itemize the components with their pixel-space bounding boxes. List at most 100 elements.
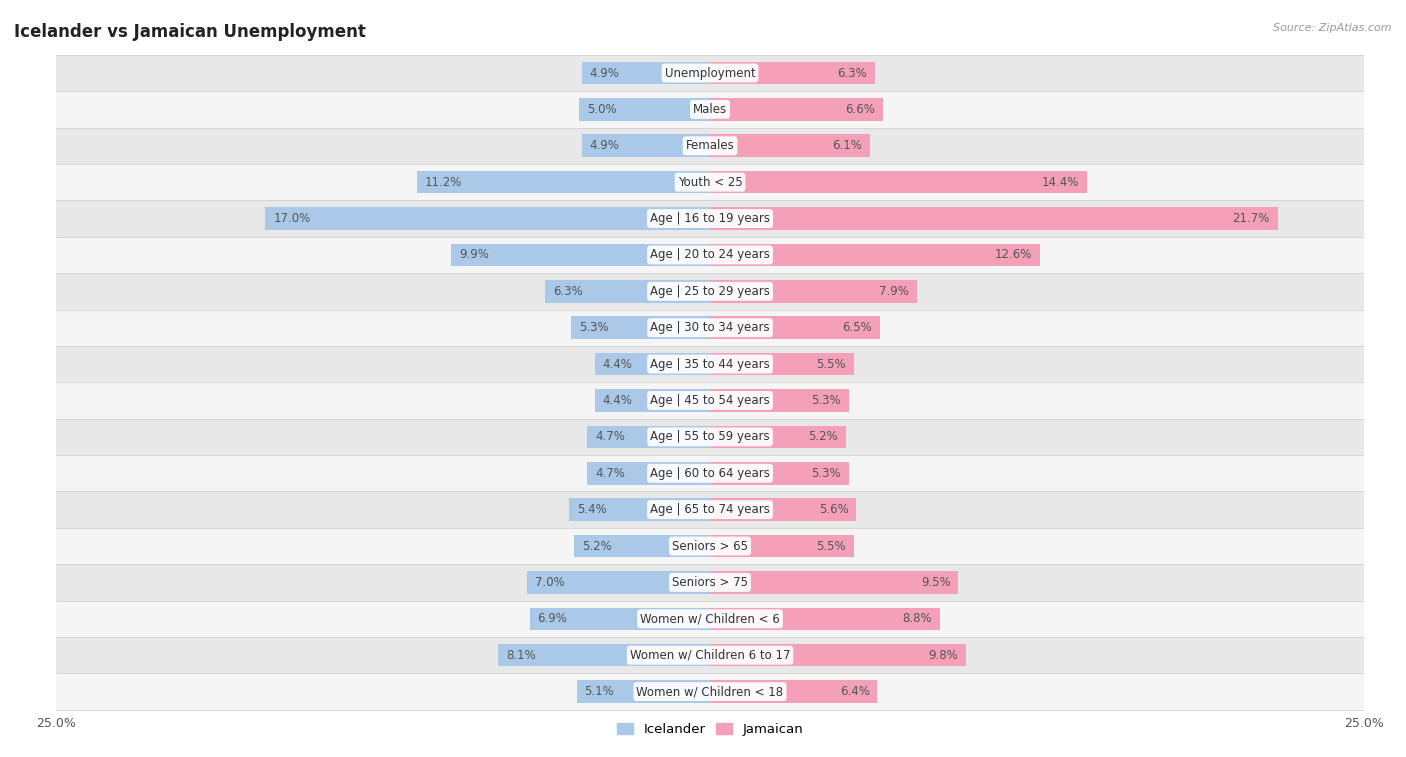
Bar (56, 128, 1364, 164)
Bar (56, 346, 1364, 382)
Bar (582, 62, 710, 84)
Bar (710, 389, 849, 412)
Bar (710, 534, 853, 557)
Bar (56, 310, 1364, 346)
Bar (56, 455, 1364, 491)
Bar (266, 207, 710, 230)
Text: 6.4%: 6.4% (839, 685, 869, 698)
Text: Age | 45 to 54 years: Age | 45 to 54 years (650, 394, 770, 407)
Bar (710, 62, 875, 84)
Text: Age | 65 to 74 years: Age | 65 to 74 years (650, 503, 770, 516)
Bar (710, 316, 880, 339)
Text: 4.4%: 4.4% (603, 357, 633, 371)
Bar (710, 171, 1087, 194)
Bar (546, 280, 710, 303)
Text: 8.1%: 8.1% (506, 649, 536, 662)
Bar (710, 681, 877, 702)
Bar (56, 164, 1364, 201)
Text: 5.6%: 5.6% (818, 503, 849, 516)
Text: 6.9%: 6.9% (537, 612, 567, 625)
Bar (595, 389, 710, 412)
Text: 5.0%: 5.0% (588, 103, 617, 116)
Text: Icelander vs Jamaican Unemployment: Icelander vs Jamaican Unemployment (14, 23, 366, 41)
Bar (418, 171, 710, 194)
Bar (710, 280, 917, 303)
Bar (710, 644, 966, 666)
Text: Women w/ Children < 18: Women w/ Children < 18 (637, 685, 783, 698)
Text: Age | 25 to 29 years: Age | 25 to 29 years (650, 285, 770, 298)
Bar (710, 571, 959, 593)
Bar (710, 98, 883, 120)
Bar (56, 528, 1364, 564)
Bar (588, 425, 710, 448)
Text: Age | 16 to 19 years: Age | 16 to 19 years (650, 212, 770, 225)
Bar (710, 498, 856, 521)
Bar (56, 419, 1364, 455)
Text: 5.3%: 5.3% (811, 394, 841, 407)
Text: 9.5%: 9.5% (921, 576, 950, 589)
Text: 4.9%: 4.9% (589, 139, 620, 152)
Text: 4.7%: 4.7% (595, 467, 624, 480)
Text: Seniors > 65: Seniors > 65 (672, 540, 748, 553)
Text: Age | 55 to 59 years: Age | 55 to 59 years (650, 431, 770, 444)
Text: 9.8%: 9.8% (929, 649, 959, 662)
Text: 21.7%: 21.7% (1232, 212, 1270, 225)
Legend: Icelander, Jamaican: Icelander, Jamaican (612, 718, 808, 741)
Bar (56, 491, 1364, 528)
Text: Age | 30 to 34 years: Age | 30 to 34 years (650, 321, 770, 334)
Text: 5.2%: 5.2% (808, 431, 838, 444)
Bar (56, 674, 1364, 710)
Text: 12.6%: 12.6% (994, 248, 1032, 261)
Bar (56, 55, 1364, 91)
Text: 11.2%: 11.2% (425, 176, 463, 188)
Bar (579, 98, 710, 120)
Bar (595, 353, 710, 375)
Text: 4.9%: 4.9% (589, 67, 620, 79)
Bar (710, 244, 1039, 266)
Bar (576, 681, 710, 702)
Text: 6.5%: 6.5% (842, 321, 872, 334)
Bar (571, 316, 710, 339)
Text: Source: ZipAtlas.com: Source: ZipAtlas.com (1274, 23, 1392, 33)
Text: 7.0%: 7.0% (534, 576, 565, 589)
Bar (710, 207, 1278, 230)
Text: 5.2%: 5.2% (582, 540, 612, 553)
Text: Females: Females (686, 139, 734, 152)
Bar (56, 91, 1364, 128)
Bar (498, 644, 710, 666)
Bar (710, 608, 941, 630)
Text: 5.4%: 5.4% (576, 503, 606, 516)
Bar (56, 237, 1364, 273)
Bar (569, 498, 710, 521)
Bar (710, 353, 853, 375)
Bar (451, 244, 710, 266)
Bar (56, 637, 1364, 674)
Bar (56, 273, 1364, 310)
Text: Youth < 25: Youth < 25 (678, 176, 742, 188)
Text: 6.1%: 6.1% (832, 139, 862, 152)
Text: Unemployment: Unemployment (665, 67, 755, 79)
Bar (56, 564, 1364, 600)
Text: 14.4%: 14.4% (1042, 176, 1078, 188)
Bar (56, 382, 1364, 419)
Bar (530, 608, 710, 630)
Text: 9.9%: 9.9% (458, 248, 489, 261)
Text: 5.5%: 5.5% (817, 540, 846, 553)
Text: 6.6%: 6.6% (845, 103, 875, 116)
Text: 4.4%: 4.4% (603, 394, 633, 407)
Text: Age | 20 to 24 years: Age | 20 to 24 years (650, 248, 770, 261)
Bar (574, 534, 710, 557)
Text: 17.0%: 17.0% (273, 212, 311, 225)
Text: Males: Males (693, 103, 727, 116)
Bar (582, 135, 710, 157)
Text: 4.7%: 4.7% (595, 431, 624, 444)
Text: 6.3%: 6.3% (837, 67, 868, 79)
Bar (710, 425, 846, 448)
Text: 7.9%: 7.9% (879, 285, 908, 298)
Bar (588, 462, 710, 484)
Text: 5.3%: 5.3% (579, 321, 609, 334)
Text: 6.3%: 6.3% (553, 285, 583, 298)
Text: 5.1%: 5.1% (585, 685, 614, 698)
Text: Age | 60 to 64 years: Age | 60 to 64 years (650, 467, 770, 480)
Bar (710, 135, 869, 157)
